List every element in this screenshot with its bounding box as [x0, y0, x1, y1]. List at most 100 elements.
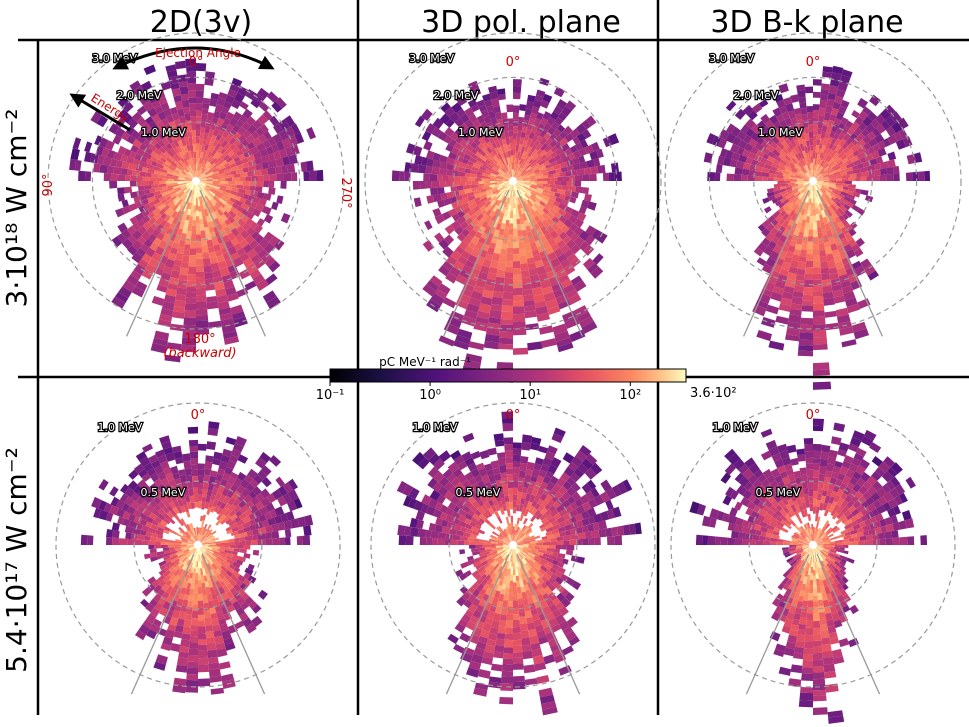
- heatmap-cell: [552, 581, 560, 589]
- heatmap-cell: [196, 150, 199, 158]
- heatmap-cell: [200, 555, 204, 561]
- heatmap-cell: [756, 257, 767, 267]
- heatmap-cell: [497, 174, 504, 178]
- heatmap-cell: [209, 256, 218, 264]
- heatmap-cell: [177, 549, 183, 553]
- heatmap-cell: [508, 170, 512, 178]
- heatmap-cell: [430, 293, 445, 306]
- heatmap-cell: [811, 190, 813, 197]
- heatmap-cell: [93, 507, 102, 519]
- heatmap-cell: [230, 304, 244, 315]
- heatmap-cell: [843, 291, 856, 301]
- heatmap-cell: [173, 558, 180, 564]
- heatmap-cell: [176, 598, 184, 607]
- heatmap-cell: [544, 144, 553, 153]
- heatmap-cell: [230, 170, 237, 175]
- heatmap-cell: [232, 600, 242, 611]
- heatmap-cell: [798, 174, 805, 178]
- heatmap-cell: [486, 610, 495, 620]
- heatmap-cell: [188, 159, 192, 166]
- heatmap-cell: [206, 301, 219, 310]
- heatmap-cell: [798, 183, 804, 187]
- heatmap-cell: [94, 135, 103, 146]
- heatmap-cell: [823, 297, 835, 306]
- heatmap-cell: [495, 132, 502, 141]
- heatmap-cell: [558, 485, 568, 496]
- heatmap-cell: [516, 181, 525, 183]
- heatmap-cell: [545, 612, 555, 621]
- heatmap-cell: [178, 176, 185, 179]
- heatmap-cell: [519, 558, 525, 567]
- heatmap-cell: [816, 175, 822, 179]
- heatmap-cell: [730, 143, 740, 154]
- heatmap-cell: [141, 209, 150, 218]
- heatmap-cell: [612, 506, 622, 518]
- heatmap-cell: [840, 165, 848, 171]
- heatmap-cell: [175, 189, 182, 195]
- heatmap-cell: [207, 649, 218, 659]
- heatmap-cell: [504, 539, 510, 543]
- heatmap-cell: [805, 172, 811, 179]
- heatmap-cell: [449, 111, 460, 123]
- heatmap-cell: [218, 183, 225, 186]
- heatmap-cell: [545, 513, 553, 521]
- heatmap-cell: [521, 538, 529, 542]
- heatmap-cell: [152, 207, 161, 216]
- heatmap-cell: [817, 232, 823, 239]
- heatmap-cell: [460, 651, 473, 663]
- heatmap-cell: [548, 577, 556, 585]
- heatmap-cell: [211, 172, 220, 177]
- heatmap-cell: [534, 94, 544, 103]
- heatmap-cell: [785, 103, 795, 113]
- heatmap-cell: [549, 132, 558, 141]
- heatmap-cell: [786, 272, 797, 281]
- heatmap-cell: [501, 216, 507, 224]
- heatmap-cell: [513, 535, 516, 542]
- heatmap-cell: [166, 173, 174, 177]
- heatmap-cell: [438, 476, 450, 488]
- heatmap-cell: [820, 189, 826, 195]
- heatmap-cell: [553, 86, 566, 98]
- heatmap-cell: [241, 487, 251, 498]
- heatmap-cell: [450, 250, 462, 261]
- heatmap-cell: [486, 639, 497, 647]
- heatmap-cell: [214, 541, 221, 544]
- heatmap-cell: [564, 466, 575, 477]
- heatmap-cell: [209, 98, 218, 107]
- heatmap-cell: [130, 270, 142, 280]
- heatmap-cell: [507, 205, 511, 213]
- heatmap-cell: [484, 181, 490, 184]
- heatmap-cell: [187, 600, 194, 608]
- heatmap-cell: [486, 557, 493, 563]
- heatmap-cell: [223, 162, 230, 168]
- heatmap-cell: [434, 214, 445, 225]
- heatmap-cell: [570, 244, 581, 255]
- heatmap-cell: [749, 164, 757, 171]
- heatmap-cell: [530, 642, 541, 651]
- heatmap-cell: [513, 595, 518, 601]
- heatmap-cell: [491, 663, 503, 672]
- heatmap-cell: [201, 245, 209, 253]
- heatmap-cell: [838, 105, 847, 115]
- heatmap-cell: [773, 159, 781, 165]
- heatmap-cell: [199, 182, 207, 187]
- heatmap-cell: [459, 221, 469, 231]
- heatmap-cell: [471, 598, 481, 608]
- heatmap-cell: [476, 114, 486, 124]
- heatmap-cell: [851, 138, 860, 146]
- heatmap-cell: [249, 181, 257, 187]
- heatmap-cell: [196, 97, 204, 104]
- heatmap-cell: [521, 507, 527, 515]
- heatmap-cell: [186, 71, 196, 78]
- heatmap-cell: [165, 181, 173, 184]
- heatmap-cell: [482, 142, 490, 150]
- heatmap-cell: [184, 244, 191, 250]
- heatmap-cell: [164, 123, 172, 131]
- heatmap-cell: [209, 675, 222, 683]
- heatmap-cell: [198, 469, 205, 476]
- heatmap-cell: [205, 176, 212, 180]
- heatmap-cell: [444, 106, 455, 118]
- heatmap-cell: [797, 350, 813, 357]
- heatmap-cell: [506, 612, 513, 621]
- heatmap-cell: [167, 185, 174, 189]
